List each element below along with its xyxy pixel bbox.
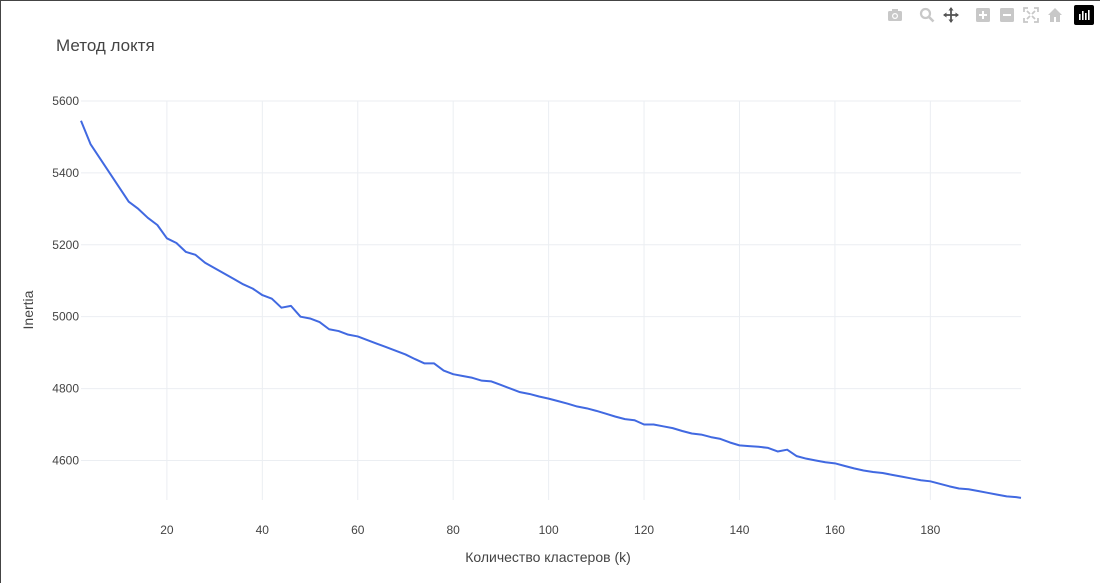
x-tick-label: 40 xyxy=(256,523,270,537)
y-tick-label: 5600 xyxy=(52,94,79,108)
y-tick-label: 4600 xyxy=(52,453,79,467)
x-tick-label: 80 xyxy=(447,523,461,537)
zoom-in-icon[interactable] xyxy=(972,4,994,26)
chart-title: Метод локтя xyxy=(56,36,155,55)
reset-axes-icon[interactable] xyxy=(1044,4,1066,26)
x-tick-label: 160 xyxy=(825,523,845,537)
x-tick-label: 100 xyxy=(539,523,559,537)
y-gridlines xyxy=(81,100,1021,461)
x-tick-label: 60 xyxy=(351,523,365,537)
autoscale-icon[interactable] xyxy=(1020,4,1042,26)
series-line[interactable] xyxy=(80,120,1022,499)
y-tick-label: 5400 xyxy=(52,166,79,180)
y-tick-labels: 4600 4800 5000 5200 5400 5600 xyxy=(52,94,79,467)
x-axis-title: Количество кластеров (k) xyxy=(465,549,631,565)
x-tick-label: 120 xyxy=(634,523,654,537)
x-tick-label: 140 xyxy=(729,523,749,537)
zoom-out-icon[interactable] xyxy=(996,4,1018,26)
y-tick-label: 5200 xyxy=(52,238,79,252)
x-gridlines xyxy=(166,101,931,500)
camera-icon[interactable] xyxy=(884,4,906,26)
y-tick-label: 5000 xyxy=(52,310,79,324)
y-tick-label: 4800 xyxy=(52,382,79,396)
modebar xyxy=(884,4,1094,26)
x-tick-label: 20 xyxy=(160,523,174,537)
zoom-icon[interactable] xyxy=(916,4,938,26)
x-tick-labels: 20 40 60 80 100 120 140 160 180 xyxy=(160,523,940,537)
x-tick-label: 180 xyxy=(920,523,940,537)
y-axis-title: Inertia xyxy=(20,290,36,329)
pan-icon[interactable] xyxy=(940,4,962,26)
plotly-logo-icon[interactable] xyxy=(1074,5,1094,25)
